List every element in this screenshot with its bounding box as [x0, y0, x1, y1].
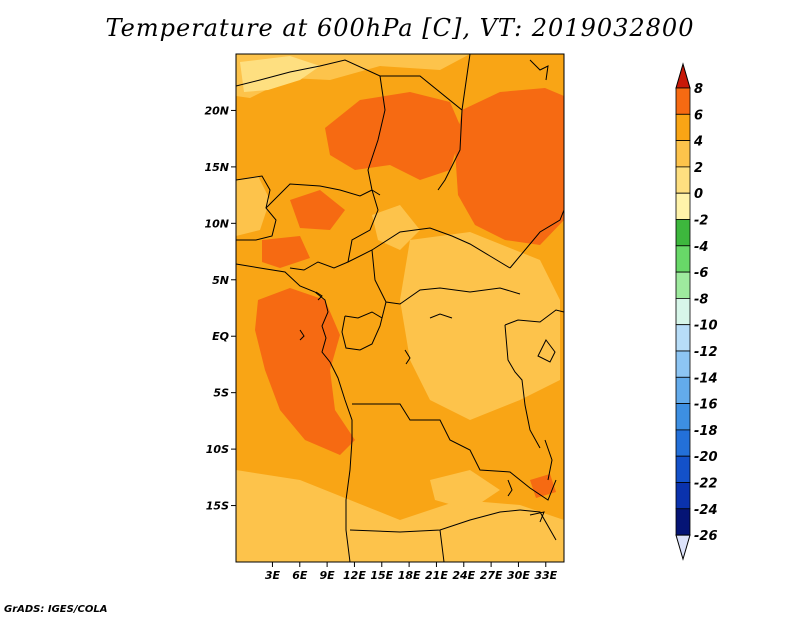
field-band-4-6	[255, 288, 355, 455]
lat-tick-label: EQ	[212, 330, 229, 343]
colorbar-label: 2	[694, 161, 703, 176]
colorbar-swatch	[675, 192, 691, 220]
colorbar-label: -6	[694, 266, 708, 281]
field-band-0-2	[236, 470, 564, 562]
lat-tick-label: 5N	[212, 274, 229, 287]
map-frame	[235, 53, 565, 563]
colorbar-swatch	[675, 324, 691, 352]
colorbar-top-arrow	[675, 62, 691, 89]
colorbar-swatch	[675, 140, 691, 168]
colorbar-label: -8	[694, 292, 708, 307]
colorbar-label: -14	[694, 371, 718, 386]
colorbar-swatch	[675, 166, 691, 194]
colorbar-label: -10	[694, 319, 718, 334]
colorbar-swatch	[675, 508, 691, 536]
colorbar-swatch	[675, 219, 691, 247]
lon-tick-label: 9E	[320, 569, 336, 582]
colorbar-swatch	[675, 403, 691, 431]
colorbar-label: -12	[694, 345, 718, 360]
colorbar-label: 8	[694, 82, 703, 97]
field-band-0-2	[430, 470, 500, 510]
field-band-4-6	[455, 88, 564, 245]
colorbar-swatch	[675, 429, 691, 457]
lon-tick-label: 3E	[265, 569, 281, 582]
colorbar-swatch	[675, 245, 691, 273]
map-title: Temperature at 600hPa [C], VT: 201903280…	[105, 14, 695, 42]
colorbar-swatch	[675, 271, 691, 299]
field-band-0-2	[400, 232, 560, 420]
colorbar-label: 6	[694, 108, 703, 123]
longitude-ticks: 3E 6E 9E 12E 15E 18E 21E 24E 27E 30E 33E	[265, 562, 558, 582]
latitude-ticks: 20N 15N 10N 5N EQ 5S 10S 15S	[204, 104, 236, 513]
lon-tick-label: 27E	[480, 569, 503, 582]
field-band-0-2	[236, 176, 270, 236]
colorbar-swatch	[675, 455, 691, 483]
lat-tick-label: 20N	[204, 104, 229, 117]
colorbar-label: -26	[694, 529, 718, 544]
colorbar: 8 6 4 2 0 -2 -4 -6 -8 -10 -12 -14 -16 -18 -20 -22 -24 -26	[675, 62, 718, 561]
field-band-4-6	[262, 236, 310, 268]
lat-tick-label: 15N	[204, 161, 229, 174]
lon-tick-label: 6E	[292, 569, 308, 582]
colorbar-bottom-arrow	[675, 534, 691, 561]
colorbar-label: -16	[694, 398, 718, 413]
colorbar-label: 0	[694, 187, 703, 202]
colorbar-swatch	[675, 113, 691, 142]
temperature-field	[236, 54, 564, 562]
colorbar-label: -18	[694, 424, 718, 439]
colorbar-swatch	[675, 350, 691, 378]
lon-tick-label: 18E	[398, 569, 421, 582]
colorbar-label: -24	[694, 503, 718, 518]
lon-tick-label: 33E	[534, 569, 557, 582]
lon-tick-label: 15E	[370, 569, 393, 582]
lon-tick-label: 12E	[343, 569, 366, 582]
field-band-4-6	[325, 92, 462, 180]
field-band-m2-0	[240, 56, 320, 92]
colorbar-swatch	[675, 482, 691, 510]
colorbar-label: -20	[694, 450, 718, 465]
lat-tick-label: 10N	[204, 217, 229, 230]
lon-tick-label: 30E	[507, 569, 530, 582]
lat-tick-label: 15S	[206, 500, 229, 513]
colorbar-swatch	[675, 297, 691, 326]
colorbar-swatch	[675, 376, 691, 404]
colorbar-label: -22	[694, 477, 718, 492]
lon-tick-label: 24E	[452, 569, 475, 582]
lon-tick-label: 21E	[425, 569, 448, 582]
colorbar-label: -2	[694, 214, 708, 229]
credit-text: GrADS: IGES/COLA	[4, 604, 108, 615]
colorbar-label: 4	[693, 135, 703, 150]
colorbar-label: -4	[694, 240, 708, 255]
field-band-4-6	[290, 190, 345, 230]
lat-tick-label: 5S	[213, 387, 229, 400]
country-borders	[236, 54, 564, 562]
lat-tick-label: 10S	[206, 443, 229, 456]
field-band-0-2	[372, 205, 420, 250]
colorbar-swatch	[675, 87, 691, 115]
